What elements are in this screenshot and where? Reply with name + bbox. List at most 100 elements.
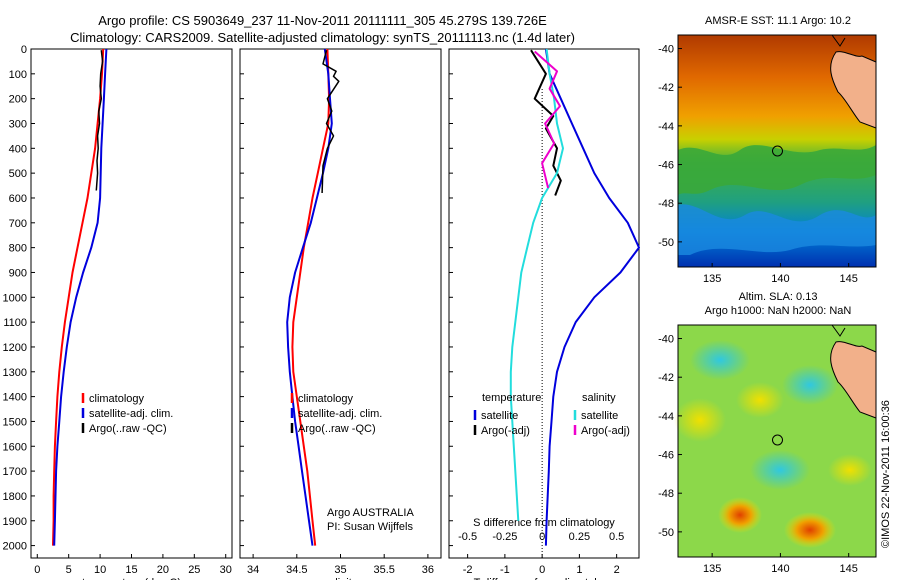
- sla-map: [674, 324, 877, 558]
- y-tick-label: 1200: [3, 342, 27, 354]
- imos-stamp: ©IMOS 22-Nov-2011 16:00:36: [880, 400, 892, 548]
- legend-entry: climatology: [89, 393, 145, 405]
- x-tick-label: 35: [334, 564, 346, 576]
- map-x-tick-label: 145: [840, 273, 858, 285]
- y-tick-label: 200: [9, 94, 27, 106]
- x-tick-label: 36: [422, 564, 434, 576]
- x2-tick-label: 0.5: [609, 531, 624, 543]
- map-y-tick-label: -44: [658, 121, 674, 133]
- y-tick-label: 400: [9, 143, 27, 155]
- legend-title-temperature: temperature: [482, 392, 541, 404]
- y-tick-label: 1000: [3, 292, 27, 304]
- y-tick-label: 0: [21, 44, 27, 56]
- map-x-tick-label: 135: [703, 273, 721, 285]
- x-tick-label: 2: [614, 564, 620, 576]
- x-tick-label: -1: [500, 564, 510, 576]
- map-y-tick-label: -50: [658, 237, 674, 249]
- y-tick-label: 800: [9, 243, 27, 255]
- map-y-tick-label: -44: [658, 411, 674, 423]
- x2-tick-label: -0.25: [492, 531, 517, 543]
- difference-axes: [448, 48, 640, 559]
- map-x-tick-label: 140: [771, 273, 789, 285]
- y-tick-label: 1800: [3, 491, 27, 503]
- legend-entry: Argo(-adj): [581, 425, 630, 437]
- y-tick-label: 1900: [3, 516, 27, 528]
- y-tick-label: 1500: [3, 416, 27, 428]
- argo-position-marker: [772, 145, 783, 157]
- series-line-argo-raw-qc-: [321, 50, 340, 194]
- map-x-tick-label: 135: [703, 563, 721, 575]
- legend-entry: satellite: [581, 410, 618, 422]
- x2-axis-label: S difference from climatology: [473, 517, 615, 529]
- x-axis-label: T difference from climatology: [474, 577, 615, 580]
- y-tick-label: 700: [9, 218, 27, 230]
- map-y-tick-label: -48: [658, 488, 674, 500]
- map-y-tick-label: -40: [658, 44, 674, 56]
- x-axis-label: salinity: [324, 577, 358, 580]
- legend-entry: climatology: [298, 393, 354, 405]
- x-tick-label: -2: [463, 564, 473, 576]
- map-y-tick-label: -46: [658, 450, 674, 462]
- series-line-argo-adj-: [530, 49, 562, 196]
- x-tick-label: 35.5: [373, 564, 394, 576]
- legend-entry: Argo(..raw -QC): [89, 423, 167, 435]
- x-tick-label: 0: [34, 564, 40, 576]
- series-line-satellite: [509, 48, 564, 521]
- map-y-tick-label: -50: [658, 527, 674, 539]
- y-tick-label: 500: [9, 168, 27, 180]
- salinity-axes: [239, 48, 442, 559]
- y-tick-label: 1100: [3, 317, 27, 329]
- x-tick-label: 20: [157, 564, 169, 576]
- sst-map: [677, 34, 877, 268]
- map-y-tick-label: -42: [658, 82, 674, 94]
- x-tick-label: 30: [220, 564, 232, 576]
- sla-line1: Altim. SLA: 0.13: [738, 291, 818, 303]
- legend-entry: satellite-adj. clim.: [298, 408, 382, 420]
- map-y-tick-label: -40: [658, 334, 674, 346]
- x-tick-label: 34: [247, 564, 259, 576]
- figure-title-line1: Argo profile: CS 5903649_237 11-Nov-2011…: [98, 13, 547, 28]
- x-axis-label: temperature (deg C): [82, 577, 181, 580]
- y-tick-label: 900: [9, 267, 27, 279]
- y-tick-label: 300: [9, 118, 27, 130]
- x-tick-label: 25: [188, 564, 200, 576]
- series-line-argo-adj-: [534, 50, 561, 189]
- x-tick-label: 1: [576, 564, 582, 576]
- x-tick-label: 10: [94, 564, 106, 576]
- temperature-axes: [30, 48, 233, 559]
- legend-entry: Argo(-adj): [481, 425, 530, 437]
- legend-entry: Argo(..raw -QC): [298, 423, 376, 435]
- series-line-climatology: [291, 48, 331, 546]
- legend-title-salinity: salinity: [582, 392, 616, 404]
- x2-tick-label: 0.25: [569, 531, 590, 543]
- x-tick-label: 5: [66, 564, 72, 576]
- annotation-text: PI: Susan Wijffels: [327, 521, 413, 533]
- y-tick-label: 600: [9, 193, 27, 205]
- series-line-climatology: [52, 48, 105, 546]
- map-y-tick-label: -46: [658, 160, 674, 172]
- x2-tick-label: -0.5: [458, 531, 477, 543]
- x-tick-label: 15: [125, 564, 137, 576]
- legend-entry: satellite: [481, 410, 518, 422]
- y-tick-label: 1400: [3, 392, 27, 404]
- sla-line2: Argo h1000: NaN h2000: NaN: [704, 305, 852, 317]
- argo-position-marker: [772, 434, 783, 446]
- series-line-argo-raw-qc-: [95, 50, 104, 191]
- y-tick-label: 1700: [3, 466, 27, 478]
- figure-title-line2: Climatology: CARS2009. Satellite-adjuste…: [70, 30, 575, 45]
- y-tick-label: 2000: [3, 541, 27, 553]
- map-x-tick-label: 145: [840, 563, 858, 575]
- map-y-tick-label: -42: [658, 372, 674, 384]
- y-tick-label: 1300: [3, 367, 27, 379]
- series-line-satellite: [544, 48, 640, 546]
- annotation-text: Argo AUSTRALIA: [327, 507, 414, 519]
- x-tick-label: 34.5: [286, 564, 307, 576]
- y-tick-label: 1600: [3, 441, 27, 453]
- map-x-tick-label: 140: [771, 563, 789, 575]
- sst-map-title: AMSR-E SST: 11.1 Argo: 10.2: [705, 15, 851, 27]
- legend-entry: satellite-adj. clim.: [89, 408, 173, 420]
- x-tick-label: 0: [539, 564, 545, 576]
- y-tick-label: 100: [9, 69, 27, 81]
- map-y-tick-label: -48: [658, 198, 674, 210]
